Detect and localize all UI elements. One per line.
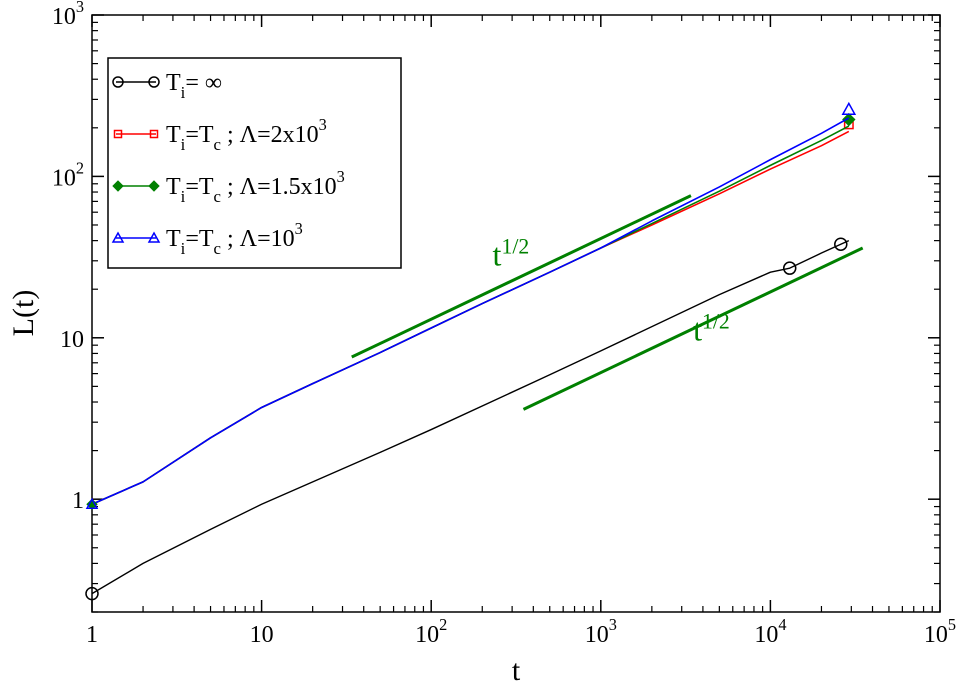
legend-label-part: =T <box>185 174 214 200</box>
legend-label-part: ; Λ=2x10 <box>221 122 319 148</box>
legend-label-part: ; Λ=10 <box>221 226 295 252</box>
y-tick-label-exponent: 2 <box>76 158 84 177</box>
y-tick-label: 103 <box>52 0 84 30</box>
x-tick-label-base: 10 <box>585 622 609 648</box>
x-tick-label: 102 <box>415 615 447 648</box>
legend-marker-0 <box>112 76 124 88</box>
y-axis-label: L(t) <box>7 290 40 337</box>
y-tick-label-base: 1 <box>72 488 84 514</box>
x-tick-label-base: 10 <box>250 622 274 648</box>
legend-label-exponent: 3 <box>295 219 303 238</box>
legend-label-part: ; Λ=1.5x10 <box>221 174 337 200</box>
y-tick-label-base: 10 <box>52 4 76 30</box>
legend-label-subscript: i <box>181 239 186 258</box>
series-marker-3 <box>841 101 857 115</box>
legend-label-part: T <box>166 122 181 148</box>
y-tick-label: 102 <box>52 158 84 191</box>
legend-label: Ti=Tc ; Λ=1.5x103 <box>166 167 345 206</box>
start-marker-blue <box>85 497 99 510</box>
legend-label-exponent: 3 <box>337 167 345 186</box>
x-tick-label-exponent: 5 <box>948 615 956 634</box>
slope-annotation-base: t <box>493 237 502 273</box>
x-tick-label: 103 <box>585 615 617 648</box>
legend-label-subscript: c <box>214 239 221 258</box>
start-marker-green <box>86 498 98 510</box>
legend-marker-2 <box>112 180 124 192</box>
legend-label-part: T <box>166 174 181 200</box>
y-tick-label-base: 10 <box>52 165 76 191</box>
reference-lines <box>351 194 864 411</box>
legend-label-subscript: i <box>181 83 186 102</box>
y-tick-label: 10 <box>60 327 84 353</box>
x-tick-label-base: 1 <box>86 622 98 648</box>
legend-label-exponent: 3 <box>319 115 327 134</box>
legend-label: Ti=Tc ; Λ=2x103 <box>166 115 327 154</box>
legend-label-part: T <box>166 226 181 252</box>
y-tick-label-base: 10 <box>60 327 84 353</box>
slope-annotation-exponent: 1/2 <box>501 235 529 259</box>
legend-marker-1 <box>113 129 123 139</box>
y-tick-label: 1 <box>72 488 84 514</box>
series-marker-0 <box>85 586 99 601</box>
x-tick-label: 104 <box>754 615 786 648</box>
slope-annotation-exponent: 1/2 <box>702 310 730 334</box>
legend-label-part: = ∞ <box>185 70 222 96</box>
x-tick-label-base: 10 <box>415 622 439 648</box>
legend-label-subscript: c <box>214 135 221 154</box>
series-marker-0 <box>834 237 848 251</box>
x-tick-label-exponent: 4 <box>778 615 786 634</box>
series-marker-2 <box>842 112 856 127</box>
x-tick-label-exponent: 2 <box>439 615 447 634</box>
legend-label-part: =T <box>185 226 214 252</box>
y-tick-label-exponent: 3 <box>76 0 84 16</box>
series-marker-0 <box>782 261 797 275</box>
legend-marker-1 <box>149 129 159 139</box>
legend-marker-0 <box>148 76 160 88</box>
slope-reference-line <box>351 194 692 359</box>
plot-frame <box>91 14 941 613</box>
legend-label: Ti=Tc ; Λ=103 <box>166 219 303 258</box>
x-axis-label: t <box>512 654 521 685</box>
x-tick-label-base: 10 <box>924 622 948 648</box>
x-tick-label-exponent: 3 <box>609 615 617 634</box>
series-layer <box>85 101 857 601</box>
series-line-3 <box>91 117 850 506</box>
legend-marker-2 <box>148 180 160 192</box>
legend-label-part: T <box>166 70 181 96</box>
legend-label-subscript: i <box>181 187 186 206</box>
legend-marker-3 <box>111 231 125 243</box>
annotations: t1/2t1/2 <box>493 235 730 348</box>
x-tick-label-base: 10 <box>754 622 778 648</box>
legend-label-subscript: c <box>214 187 221 206</box>
legend-label: Ti= ∞ <box>166 70 222 102</box>
slope-annotation-base: t <box>693 312 702 348</box>
x-tick-label: 105 <box>924 615 956 648</box>
legend-marker-3 <box>147 231 161 243</box>
x-tick-label: 10 <box>250 622 274 648</box>
x-tick-label: 1 <box>86 622 98 648</box>
legend-label-subscript: i <box>181 135 186 154</box>
slope-annotation: t1/2 <box>693 310 730 348</box>
slope-annotation: t1/2 <box>493 235 530 273</box>
slope-reference-line <box>522 246 864 411</box>
legend-box <box>107 57 402 269</box>
series-line-0 <box>91 239 850 595</box>
legend-label-part: =T <box>185 122 214 148</box>
